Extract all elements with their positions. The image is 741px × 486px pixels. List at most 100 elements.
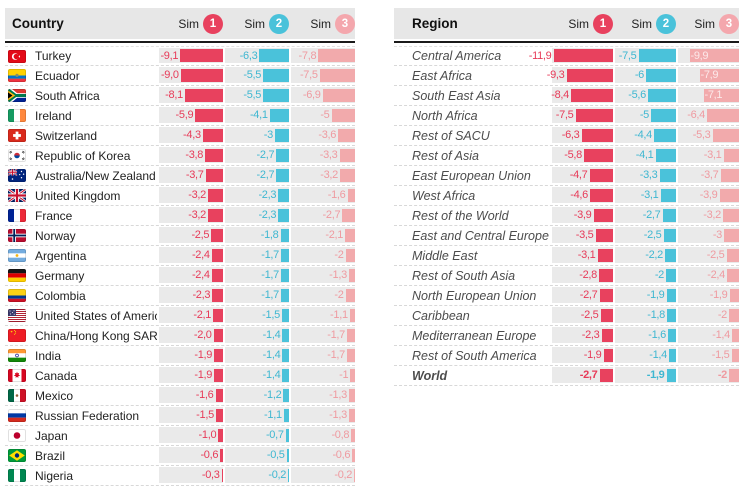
sim-2-cell: -2,7 [225, 146, 289, 165]
sim-3-cell: -1,4 [678, 326, 739, 345]
category-label: Canada [35, 368, 78, 383]
value-label: -1,7 [261, 269, 279, 281]
sim-3-cell: -1,7 [291, 346, 355, 365]
sim-1-cell: -2,3 [552, 326, 613, 345]
value-bar [707, 108, 739, 122]
value-bar [318, 49, 355, 62]
value-label: -3,1 [577, 249, 596, 261]
value-label: -1,9 [646, 369, 665, 381]
value-bar [590, 188, 613, 202]
sim-1-number-badge: 1 [593, 13, 613, 34]
value-label: -7,5 [299, 69, 318, 81]
category-label: North Africa [412, 108, 478, 123]
flag-icon-de [8, 269, 26, 282]
sim-2-cell: -2,7 [615, 206, 676, 225]
value-bar [651, 108, 676, 122]
sim-2-cell: -1,7 [225, 266, 289, 285]
value-bar [599, 368, 613, 382]
value-bar [729, 288, 739, 302]
sim-2-cell: -1,8 [615, 306, 676, 325]
category-label: Japan [35, 428, 68, 443]
sim-2-cell: -1,4 [615, 346, 676, 365]
category-label: Norway [35, 228, 76, 243]
value-label: -4,1 [635, 149, 654, 161]
value-label: -2,7 [579, 369, 598, 381]
value-label: -2,5 [191, 229, 210, 241]
category-label: Rest of South Asia [412, 268, 516, 283]
value-label: -1,6 [648, 329, 666, 341]
value-label: -1,4 [262, 369, 281, 381]
sim-3-cell: -1,3 [291, 406, 355, 425]
value-label: -2,7 [256, 149, 275, 161]
value-bar [274, 128, 289, 142]
value-bar [281, 248, 289, 262]
sim-2-cell: -2 [615, 266, 676, 285]
sim-label: Sim [694, 16, 715, 31]
value-bar [348, 268, 355, 282]
sim-3-cell: -1,7 [291, 326, 355, 345]
value-bar [282, 328, 289, 342]
value-label: -3,9 [699, 189, 718, 201]
value-label: -2,7 [579, 289, 598, 301]
value-label: -3,2 [320, 169, 338, 181]
sim-3-cell: -7,9 [678, 66, 739, 85]
table-row: India -1,9 -1,4 -1,7 [5, 346, 355, 366]
flag-icon-cn [8, 329, 26, 342]
value-bar [278, 208, 289, 222]
table-row: Germany -2,4 -1,7 -1,3 [5, 266, 355, 286]
value-label: -1,9 [194, 349, 213, 361]
sim-3-cell: -2 [678, 306, 739, 325]
sim-1-cell: -3,9 [552, 206, 613, 225]
value-label: -1,4 [262, 349, 281, 361]
value-bar [662, 208, 676, 222]
value-bar [282, 368, 289, 382]
value-label: -1,4 [262, 329, 281, 341]
sim-2-cell: -4,4 [615, 126, 676, 145]
value-label: -0,8 [331, 429, 350, 441]
sim-1-cell: -2,7 [552, 366, 613, 385]
value-label: -1,7 [327, 329, 345, 341]
table-row: Rest of SACU -6,3 -4,4 -5,3 [394, 126, 739, 146]
value-bar: -7,1 [703, 88, 739, 102]
sim-2-cell: -0,2 [225, 466, 289, 485]
category-label: East and Central Europe [412, 228, 549, 243]
value-bar [655, 148, 676, 162]
value-bar [354, 468, 355, 482]
value-label: -0,2 [334, 469, 353, 481]
sim-1-cell: -2,7 [552, 286, 613, 305]
value-bar [731, 348, 739, 362]
flag-icon-co [8, 289, 26, 302]
sim-3-cell: -3,6 [291, 126, 355, 145]
value-bar [665, 248, 676, 262]
sim-1-cell: -5,8 [552, 146, 613, 165]
value-bar [211, 268, 223, 282]
value-bar [723, 208, 739, 222]
value-bar [211, 228, 223, 242]
category-label: Republic of Korea [35, 148, 131, 163]
value-label: -0,6 [332, 449, 351, 461]
value-label: -2,7 [642, 209, 661, 221]
value-bar [593, 208, 613, 222]
value-bar [732, 328, 739, 342]
sim-1-cell: -8,1 [159, 86, 223, 105]
value-label: -1,9 [194, 369, 213, 381]
value-label: -2,1 [325, 229, 344, 241]
value-label: -2,4 [191, 249, 210, 261]
value-label: -2 [717, 369, 727, 381]
value-bar [280, 228, 289, 242]
value-label: -1,7 [261, 249, 279, 261]
sim-2-cell: -3 [225, 126, 289, 145]
table-row: East Africa -9,3 -6 -7,9 [394, 66, 739, 86]
value-bar [589, 168, 613, 182]
table-row: Mediterranean Europe -2,3 -1,6 -1,4 [394, 326, 739, 346]
sim-1-cell: -3,2 [159, 206, 223, 225]
table-row: North European Union -2,7 -1,9 -1,9 [394, 286, 739, 306]
table-row: Rest of South Asia -2,8 -2 -2,4 [394, 266, 739, 286]
value-bar [350, 368, 355, 382]
value-bar [269, 108, 289, 122]
sim-2-cell: -1,9 [615, 366, 676, 385]
value-label: -1,8 [260, 229, 279, 241]
header-rule [394, 41, 739, 43]
sim-1-cell: -2,1 [159, 306, 223, 325]
value-label: -7,5 [618, 49, 637, 62]
